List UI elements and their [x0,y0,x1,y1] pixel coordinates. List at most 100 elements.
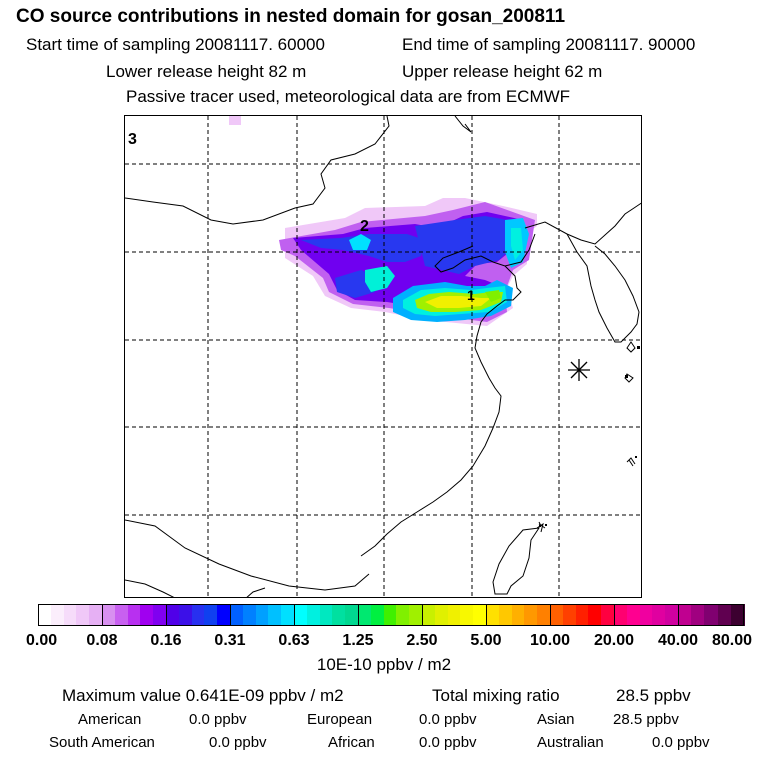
colorbar-cell [102,604,116,626]
colorbar-cell [63,604,77,626]
colorbar-cell [652,604,666,626]
colorbar-divider [358,604,359,626]
source-marker-1: 1 [467,287,475,303]
colorbar-cell [730,604,745,626]
colorbar-cell [166,604,180,626]
colorbar-cell [178,604,193,626]
upper-release-height: Upper release height 62 m [402,62,603,81]
colorbar-cell [242,604,257,626]
african-label: African [328,734,375,751]
colorbar-cell [383,604,397,626]
map-canvas: 3 2 1 [125,116,641,597]
colorbar-tick-label: 0.08 [86,632,118,649]
colorbar-cell [473,604,487,626]
map-panel: 3 2 1 [124,115,642,598]
max-value: Maximum value 0.641E-09 ppbv / m2 [62,686,344,705]
coastlines [125,116,641,597]
colorbar-cell [358,604,372,626]
colorbar-cell [153,604,167,626]
colorbar-cell [50,604,65,626]
south-american-label: South American [49,734,155,751]
asian-label: Asian [537,711,575,728]
colorbar-cell [447,604,461,626]
tracer-note: Passive tracer used, meteorological data… [126,87,571,106]
colorbar-cell [294,604,308,626]
colorbar-tick-label: 0.63 [278,632,310,649]
colorbar-cell [38,604,52,626]
colorbar-tick-label: 40.00 [657,632,699,649]
colorbar-divider [422,604,423,626]
colorbar-tick-label: 0.31 [214,632,246,649]
colorbar-cell [524,604,538,626]
source-marker-2: 2 [360,218,369,235]
australian-value: 0.0 ppbv [652,734,710,751]
colorbar-cell [665,604,679,626]
colorbar-tick-label: 0.16 [150,632,182,649]
colorbar-cell [140,604,154,626]
colorbar-cell [704,604,719,626]
colorbar-cell [191,604,205,626]
colorbar-divider [550,604,551,626]
colorbar-cell [281,604,295,626]
colorbar-cell [486,604,500,626]
colorbar-cell [434,604,449,626]
colorbar-divider [614,604,615,626]
colorbar-cell [639,604,653,626]
south-american-value: 0.0 ppbv [209,734,267,751]
colorbar-cell [89,604,103,626]
colorbar-cell [691,604,705,626]
colorbar-cell [717,604,732,626]
colorbar-cell [255,604,269,626]
colorbar-tick-label: 0.00 [26,632,58,649]
colorbar-cell [614,604,628,626]
colorbar-tick-label: 10.00 [529,632,571,649]
colorbar-tick-label: 20.00 [593,632,635,649]
concentration-field [229,116,537,326]
colorbar-cell [626,604,641,626]
colorbar-tick-label: 80.00 [711,632,753,649]
colorbar-cell [601,604,615,626]
colorbar-cell [537,604,551,626]
colorbar-cell [550,604,564,626]
start-time: Start time of sampling 20081117. 60000 [26,35,325,54]
colorbar-frame [38,604,744,626]
asian-value: 28.5 ppbv [613,711,679,728]
colorbar-cell [217,604,231,626]
colorbar-cell [422,604,436,626]
colorbar-cell [588,604,602,626]
colorbar-cell [306,604,321,626]
total-mixing-label: Total mixing ratio [432,686,560,705]
colorbar-cell [370,604,385,626]
corner-label: 3 [128,131,137,148]
european-value: 0.0 ppbv [419,711,477,728]
colorbar-cell [76,604,90,626]
african-value: 0.0 ppbv [419,734,477,751]
colorbar-cell [332,604,346,626]
colorbar-divider [102,604,103,626]
graticule [125,116,641,597]
total-mixing-value: 28.5 ppbv [616,686,691,705]
colorbar-divider [294,604,295,626]
colorbar-cell [345,604,359,626]
colorbar-tick-label: 2.50 [406,632,438,649]
european-label: European [307,711,373,728]
lower-release-height: Lower release height 82 m [106,62,307,81]
colorbar-cell [678,604,692,626]
colorbar-tick-label: 5.00 [470,632,502,649]
colorbar-divider [486,604,487,626]
colorbar-divider [678,604,679,626]
colorbar-cell [127,604,141,626]
american-value: 0.0 ppbv [189,711,247,728]
islands [539,346,640,527]
colorbar-cell [562,604,577,626]
colorbar-tick-label: 1.25 [342,632,374,649]
colorbar-cell [396,604,410,626]
colorbar-cell [511,604,525,626]
star-marker-icon [568,359,590,381]
colorbar-cell [319,604,333,626]
australian-label: Australian [537,734,604,751]
end-time: End time of sampling 20081117. 90000 [402,35,696,54]
colorbar-divider [230,604,231,626]
american-label: American [78,711,142,728]
colorbar-units: 10E-10 ppbv / m2 [316,655,452,674]
